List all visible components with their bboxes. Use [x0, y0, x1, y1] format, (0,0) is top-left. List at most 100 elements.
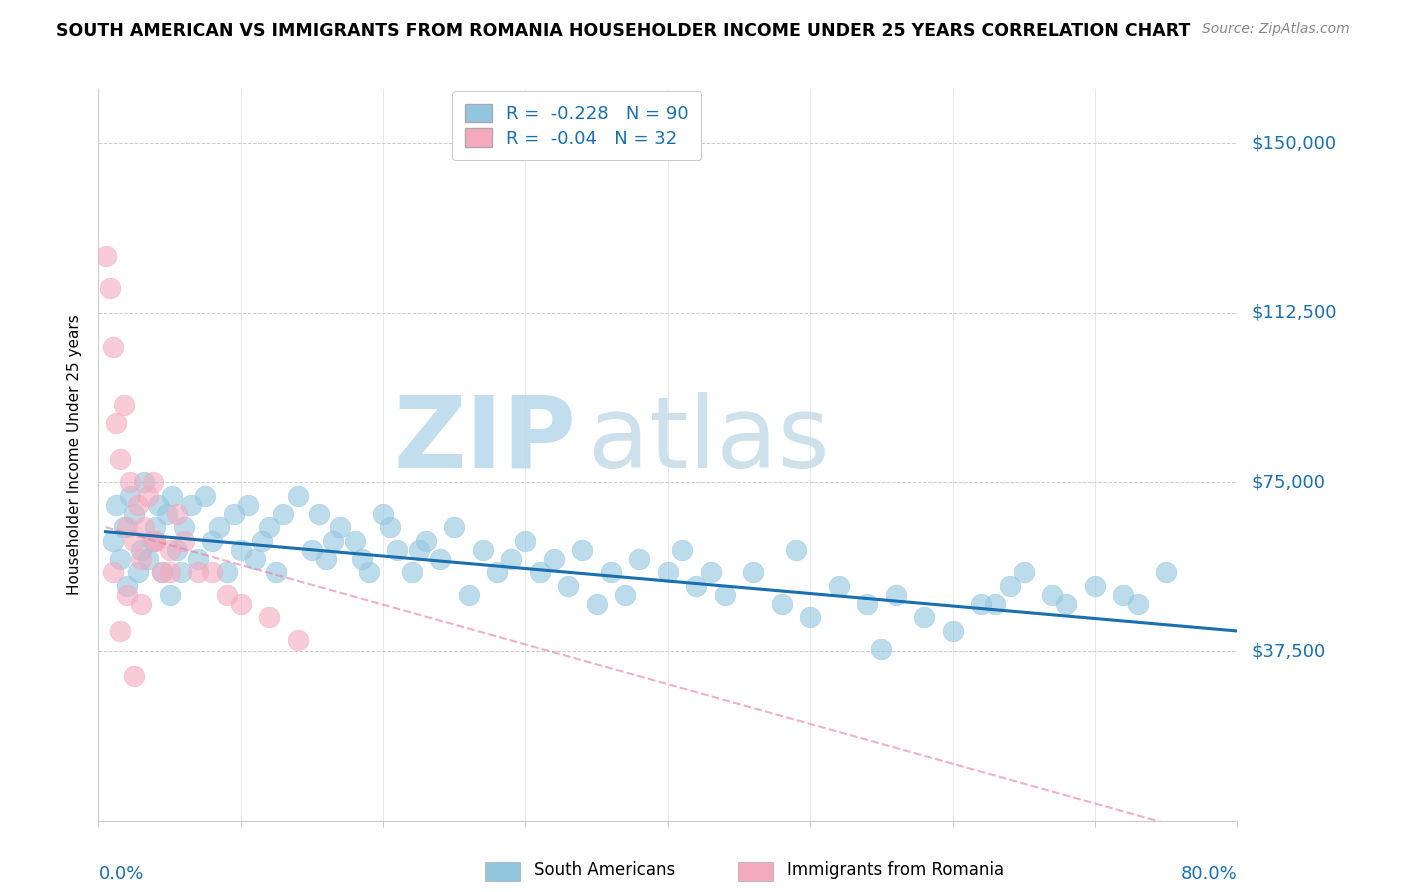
Point — [415, 533, 437, 548]
Point — [145, 533, 167, 548]
Point — [187, 551, 209, 566]
Text: $150,000: $150,000 — [1251, 135, 1336, 153]
Point — [870, 642, 893, 657]
Point — [970, 597, 993, 611]
Point — [127, 566, 149, 580]
Point — [112, 398, 135, 412]
Point — [1126, 597, 1149, 611]
Text: $112,500: $112,500 — [1251, 303, 1337, 322]
Point — [159, 566, 181, 580]
Text: ZIP: ZIP — [394, 392, 576, 489]
Point — [112, 520, 135, 534]
Point — [115, 579, 138, 593]
Point — [118, 475, 141, 489]
Point — [215, 566, 238, 580]
Point — [208, 520, 231, 534]
Point — [380, 520, 402, 534]
Point — [132, 520, 155, 534]
Point — [159, 588, 181, 602]
Text: Immigrants from Romania: Immigrants from Romania — [787, 861, 1004, 879]
Point — [429, 551, 451, 566]
Point — [457, 588, 479, 602]
Point — [166, 542, 188, 557]
Point — [173, 520, 195, 534]
Text: Source: ZipAtlas.com: Source: ZipAtlas.com — [1202, 22, 1350, 37]
Text: $75,000: $75,000 — [1251, 473, 1326, 491]
Point — [571, 542, 593, 557]
Point — [273, 507, 295, 521]
Point — [201, 533, 224, 548]
Point — [229, 542, 252, 557]
Point — [259, 610, 281, 624]
Legend: R =  -0.228   N = 90, R =  -0.04   N = 32: R = -0.228 N = 90, R = -0.04 N = 32 — [451, 91, 702, 161]
Point — [785, 542, 807, 557]
Point — [699, 566, 721, 580]
Point — [287, 489, 309, 503]
Point — [122, 533, 145, 548]
Point — [243, 551, 266, 566]
Point — [229, 597, 252, 611]
Point — [101, 533, 124, 548]
Y-axis label: Householder Income Under 25 years: Householder Income Under 25 years — [67, 315, 83, 595]
Point — [159, 542, 181, 557]
Point — [141, 475, 163, 489]
Point — [350, 551, 373, 566]
Point — [122, 507, 145, 521]
Point — [614, 588, 637, 602]
Text: SOUTH AMERICAN VS IMMIGRANTS FROM ROMANIA HOUSEHOLDER INCOME UNDER 25 YEARS CORR: SOUTH AMERICAN VS IMMIGRANTS FROM ROMANI… — [56, 22, 1191, 40]
Text: South Americans: South Americans — [534, 861, 675, 879]
Point — [187, 566, 209, 580]
Point — [145, 520, 167, 534]
Point — [129, 551, 152, 566]
Point — [250, 533, 273, 548]
Point — [104, 417, 127, 431]
Point — [371, 507, 394, 521]
Point — [98, 281, 121, 295]
Point — [471, 542, 494, 557]
Text: $37,500: $37,500 — [1251, 642, 1326, 660]
Point — [387, 542, 409, 557]
Point — [156, 507, 179, 521]
Point — [136, 489, 159, 503]
Point — [1084, 579, 1107, 593]
Point — [557, 579, 579, 593]
Point — [148, 498, 170, 512]
Point — [942, 624, 965, 638]
Point — [515, 533, 537, 548]
Point — [94, 249, 117, 263]
Point — [180, 498, 202, 512]
Point — [170, 566, 193, 580]
Point — [201, 566, 224, 580]
Point — [742, 566, 765, 580]
Point — [1012, 566, 1035, 580]
Point — [166, 507, 188, 521]
Point — [118, 489, 141, 503]
Point — [984, 597, 1007, 611]
Text: 0.0%: 0.0% — [98, 864, 143, 882]
Text: atlas: atlas — [588, 392, 830, 489]
Point — [828, 579, 851, 593]
Point — [998, 579, 1021, 593]
Point — [357, 566, 380, 580]
Point — [501, 551, 523, 566]
Point — [301, 542, 323, 557]
Point — [127, 498, 149, 512]
Point — [132, 475, 155, 489]
Point — [108, 624, 131, 638]
Point — [287, 633, 309, 648]
Point — [408, 542, 430, 557]
Point — [685, 579, 707, 593]
Point — [1154, 566, 1177, 580]
Point — [108, 551, 131, 566]
Point — [236, 498, 259, 512]
Point — [343, 533, 366, 548]
Point — [152, 566, 174, 580]
Point — [259, 520, 281, 534]
Point — [628, 551, 651, 566]
Point — [122, 669, 145, 683]
Point — [329, 520, 352, 534]
Point — [145, 533, 167, 548]
Point — [585, 597, 607, 611]
Point — [322, 533, 344, 548]
Point — [799, 610, 821, 624]
